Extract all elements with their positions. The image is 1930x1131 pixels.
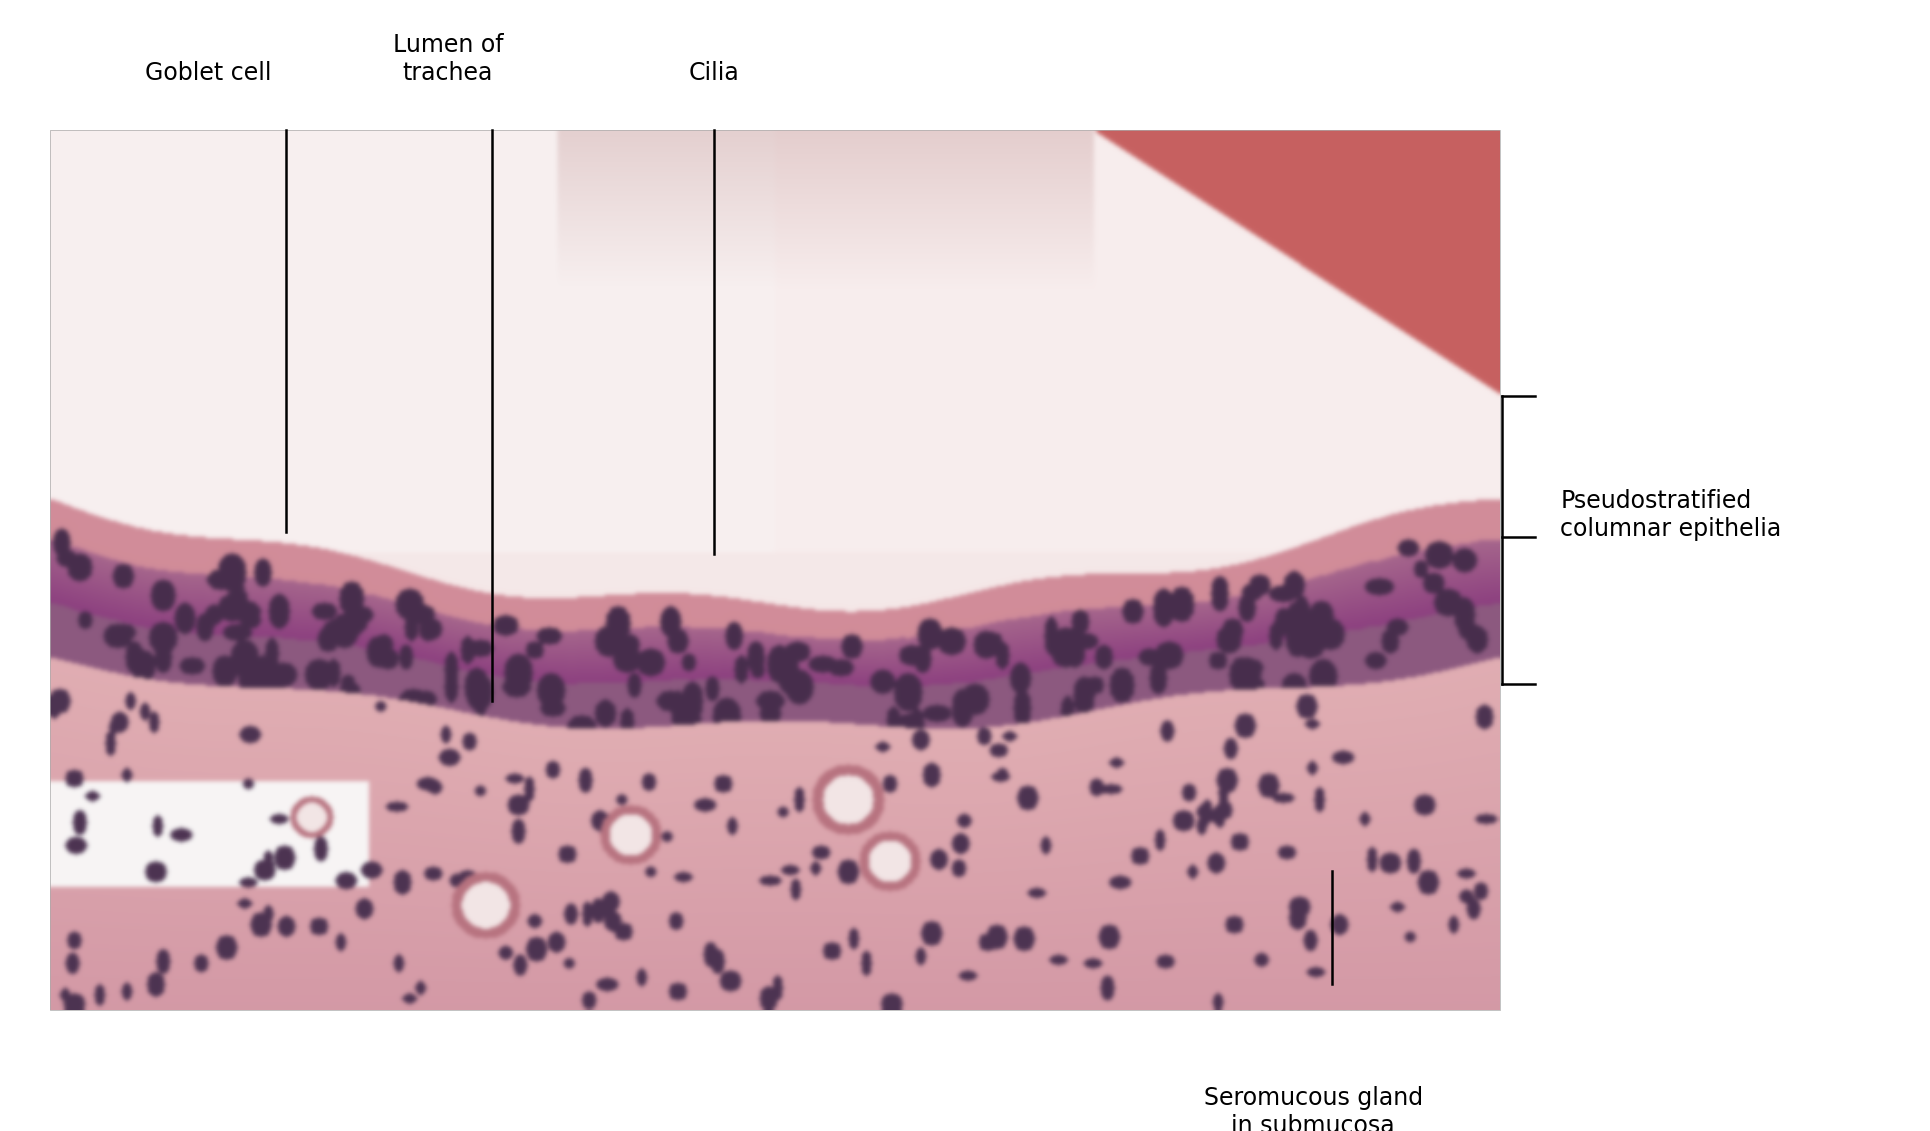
Text: Cilia: Cilia: [689, 61, 739, 85]
Text: Goblet cell: Goblet cell: [145, 61, 272, 85]
Bar: [50, 130, 1500, 1010]
Text: Lumen of
trachea: Lumen of trachea: [392, 33, 504, 85]
Text: Pseudostratified
columnar epithelia: Pseudostratified columnar epithelia: [1559, 489, 1781, 541]
Text: Seromucous gland
in submucosa: Seromucous gland in submucosa: [1202, 1086, 1422, 1131]
